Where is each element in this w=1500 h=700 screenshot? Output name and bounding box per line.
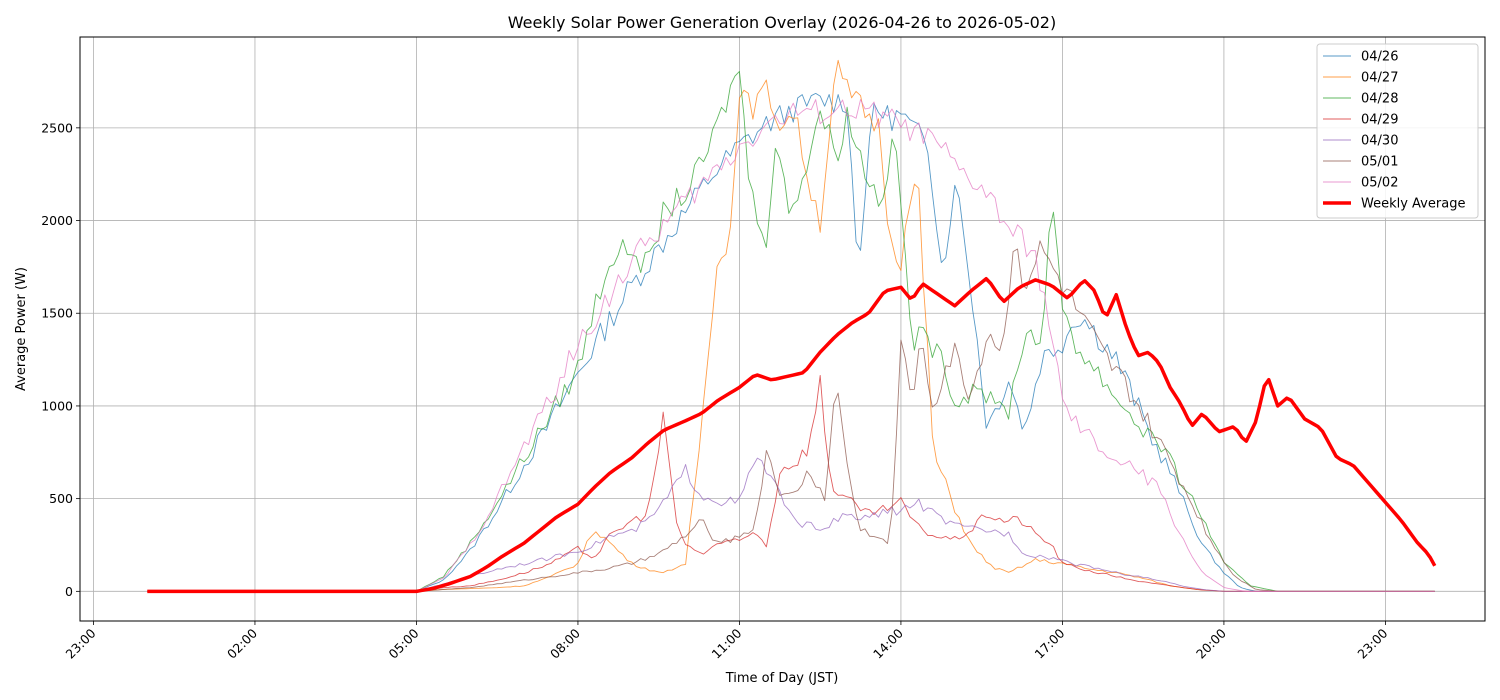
y-tick-label: 1000 xyxy=(41,398,73,413)
legend-entry: 04/30 xyxy=(1361,134,1398,149)
legend-entry: 04/28 xyxy=(1361,92,1398,107)
legend-entry: 04/26 xyxy=(1361,50,1398,65)
series-line-8 xyxy=(147,276,1437,594)
legend-entry: 04/27 xyxy=(1361,71,1398,86)
plot-frame xyxy=(79,36,1486,622)
y-tick-label: 500 xyxy=(49,491,73,506)
chart-title: Weekly Solar Power Generation Overlay (2… xyxy=(508,13,1056,32)
y-tick-label: 2500 xyxy=(41,120,73,135)
y-axis-label: Average Power (W) xyxy=(14,267,29,391)
x-axis-label: Time of Day (JST) xyxy=(725,671,839,686)
legend-entry: 05/02 xyxy=(1361,176,1398,191)
legend-entry: 05/01 xyxy=(1361,155,1398,170)
series-group xyxy=(147,59,1437,594)
y-tick-label: 2000 xyxy=(41,213,73,228)
y-tick-label: 0 xyxy=(65,584,73,599)
legend-entry: 04/29 xyxy=(1361,113,1398,128)
legend-entry: Weekly Average xyxy=(1361,197,1465,212)
y-tick-label: 1500 xyxy=(41,306,73,321)
legend-box xyxy=(1316,43,1479,219)
y-axis: 0 500 1000 1500 2000 2500 xyxy=(41,120,80,599)
legend: 04/26 04/27 04/28 04/29 04/30 05/01 05/02 Weekl… xyxy=(1316,43,1479,219)
